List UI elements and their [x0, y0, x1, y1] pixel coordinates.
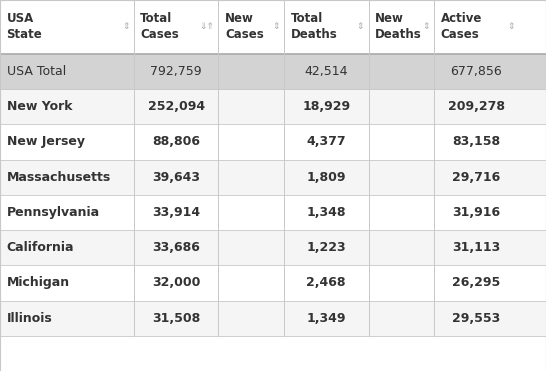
Text: 42,514: 42,514	[305, 65, 348, 78]
Text: New Jersey: New Jersey	[7, 135, 85, 148]
Text: 39,643: 39,643	[152, 171, 200, 184]
Text: New
Cases: New Cases	[225, 12, 264, 42]
Bar	[0, 160, 546, 195]
Text: 31,508: 31,508	[152, 312, 200, 325]
Bar	[0, 195, 546, 230]
Text: 32,000: 32,000	[152, 276, 200, 289]
Bar	[0, 0, 546, 54]
Bar	[0, 54, 546, 89]
Text: ⇕: ⇕	[507, 22, 514, 32]
Text: ⇓⇑: ⇓⇑	[199, 22, 214, 32]
Bar	[0, 89, 546, 124]
Text: 209,278: 209,278	[448, 100, 505, 113]
Bar	[0, 301, 546, 336]
Text: New
Deaths: New Deaths	[375, 12, 422, 42]
Text: 83,158: 83,158	[452, 135, 501, 148]
Text: 252,094: 252,094	[147, 100, 205, 113]
Text: Michigan: Michigan	[7, 276, 70, 289]
Text: 33,914: 33,914	[152, 206, 200, 219]
Text: 1,809: 1,809	[306, 171, 346, 184]
Bar	[0, 230, 546, 265]
Text: 29,716: 29,716	[452, 171, 501, 184]
Text: Active
Cases: Active Cases	[441, 12, 482, 42]
Text: 29,553: 29,553	[452, 312, 501, 325]
Text: USA
State: USA State	[7, 12, 42, 42]
Text: 792,759: 792,759	[150, 65, 202, 78]
Text: 88,806: 88,806	[152, 135, 200, 148]
Text: USA Total: USA Total	[7, 65, 66, 78]
Text: 1,349: 1,349	[306, 312, 346, 325]
Text: 31,113: 31,113	[452, 241, 501, 254]
Text: Total
Deaths: Total Deaths	[290, 12, 337, 42]
Text: 33,686: 33,686	[152, 241, 200, 254]
Text: Pennsylvania: Pennsylvania	[7, 206, 100, 219]
Bar	[0, 124, 546, 160]
Bar	[0, 265, 546, 301]
Text: ⇕: ⇕	[357, 22, 364, 32]
Text: Illinois: Illinois	[7, 312, 52, 325]
Text: 2,468: 2,468	[306, 276, 346, 289]
Text: New York: New York	[7, 100, 72, 113]
Text: 4,377: 4,377	[306, 135, 346, 148]
Text: 26,295: 26,295	[452, 276, 501, 289]
Text: ⇕: ⇕	[422, 22, 430, 32]
Text: Total
Cases: Total Cases	[140, 12, 179, 42]
Text: ⇕: ⇕	[272, 22, 280, 32]
Text: Massachusetts: Massachusetts	[7, 171, 111, 184]
Text: 1,223: 1,223	[306, 241, 346, 254]
Text: 18,929: 18,929	[302, 100, 351, 113]
Text: 1,348: 1,348	[306, 206, 346, 219]
Text: 31,916: 31,916	[452, 206, 501, 219]
Text: ⇕: ⇕	[122, 22, 129, 32]
Text: 677,856: 677,856	[450, 65, 502, 78]
Text: California: California	[7, 241, 74, 254]
